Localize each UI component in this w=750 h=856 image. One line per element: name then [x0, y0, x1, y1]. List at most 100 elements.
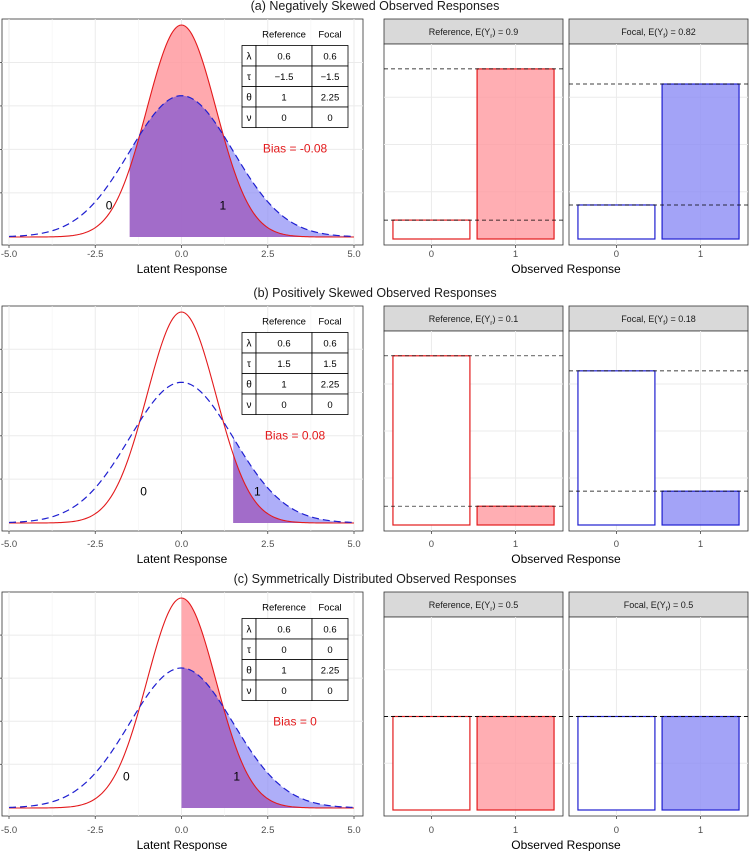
bar-x-tick-label: 1 [698, 249, 703, 260]
table-value-focal: 0 [327, 400, 332, 411]
bar-category-1 [476, 505, 555, 526]
bias-annotation: Bias = 0.08 [265, 429, 326, 443]
bar-x-tick-label: 1 [513, 249, 518, 260]
latent-category-label-0: 0 [123, 770, 130, 784]
chart-row-1: (b) Positively Skewed Observed Responses… [0, 286, 749, 566]
overlap-shaded-area [181, 668, 354, 808]
x-tick-label: 2.5 [261, 539, 274, 550]
table-param-symbol: θ [246, 665, 252, 676]
parameter-table: Reference Focal λ 0.6 0.6 τ 1.5 1.5 θ 1 2.25 ν 0 0 [241, 317, 349, 415]
bar-panel-reference: Reference, E(Yr) = 0.5 0 1 [383, 591, 564, 836]
table-header-reference: Reference [262, 30, 306, 41]
x-tick-label: -2.5 [87, 249, 103, 260]
panel-strip [383, 18, 564, 45]
table-param-symbol: λ [247, 338, 252, 349]
bar-x-tick-label: 1 [513, 825, 518, 836]
x-tick-label: 2.5 [261, 825, 274, 836]
panel-strip [383, 591, 564, 618]
table-value-reference: 1 [281, 92, 286, 103]
bar-category-1 [476, 715, 555, 811]
latent-category-label-1: 1 [233, 770, 240, 784]
bias-annotation: Bias = -0.08 [263, 142, 328, 156]
bar-category-0 [392, 355, 471, 526]
table-param-symbol: θ [246, 92, 252, 103]
chart-title: (a) Negatively Skewed Observed Responses [251, 0, 500, 13]
bar-panel-reference: Reference, E(Yr) = 0.1 0 1 [383, 305, 564, 550]
reference-density-curve [9, 597, 354, 809]
x-tick-label: 5.0 [347, 249, 360, 260]
chart-row-2: (c) Symmetrically Distributed Observed R… [0, 572, 749, 852]
reference-density-curve [9, 24, 354, 238]
x-axis-label-observed: Observed Response [511, 838, 621, 851]
table-value-reference: 0 [281, 400, 286, 411]
bar-category-0 [392, 219, 471, 240]
bar-category-0 [577, 715, 656, 811]
panel-strip-label: Focal, E(Yf) = 0.82 [621, 27, 696, 40]
table-value-reference: 0 [281, 113, 286, 124]
chart-row-0: (a) Negatively Skewed Observed Responses… [0, 0, 749, 276]
table-value-focal: 1.5 [323, 359, 336, 370]
table-value-focal: 0 [327, 645, 332, 656]
latent-category-label-0: 0 [140, 485, 147, 499]
chart-title: (b) Positively Skewed Observed Responses [253, 286, 496, 300]
bar-x-tick-label: 0 [429, 249, 434, 260]
latent-category-label-1: 1 [254, 485, 261, 499]
x-axis-label-latent: Latent Response [137, 262, 228, 276]
table-value-focal: 0.6 [323, 624, 336, 635]
table-header-focal: Focal [318, 603, 341, 614]
table-header-reference: Reference [262, 603, 306, 614]
latent-category-label-1: 1 [220, 198, 227, 212]
x-tick-label: 0.0 [175, 249, 188, 260]
bar-x-tick-label: 0 [429, 539, 434, 550]
x-axis-label-latent: Latent Response [137, 838, 228, 851]
table-value-focal: 0.6 [323, 338, 336, 349]
bar-x-tick-label: 0 [614, 825, 619, 836]
latent-category-label-0: 0 [106, 198, 113, 212]
overlap-shaded-area [233, 454, 354, 523]
table-header-reference: Reference [262, 317, 306, 328]
bar-category-1 [661, 715, 740, 811]
x-tick-label: 5.0 [347, 539, 360, 550]
bar-panel-focal: Focal, E(Yf) = 0.18 0 1 [568, 305, 749, 550]
panel-strip-label: Reference, E(Yr) = 0.5 [429, 600, 518, 613]
table-value-focal: 0 [327, 113, 332, 124]
x-tick-label: -5.0 [1, 249, 17, 260]
table-param-symbol: τ [247, 359, 251, 370]
table-param-symbol: ν [247, 113, 252, 124]
table-param-symbol: λ [247, 624, 252, 635]
table-param-symbol: λ [247, 51, 252, 62]
panel-strip [568, 591, 749, 618]
table-value-focal: 2.25 [321, 92, 340, 103]
table-value-reference: 1 [281, 379, 286, 390]
bar-x-tick-label: 0 [614, 539, 619, 550]
table-value-reference: 0 [281, 686, 286, 697]
parameter-table: Reference Focal λ 0.6 0.6 τ −1.5 −1.5 θ 1 2.25 ν 0 0 [241, 30, 349, 128]
x-axis-label-observed: Observed Response [511, 262, 621, 276]
x-tick-label: 0.0 [175, 539, 188, 550]
table-value-reference: −1.5 [275, 72, 294, 83]
bar-panel-focal: Focal, E(Yf) = 0.82 0 1 [568, 18, 749, 260]
bar-panel-reference: Reference, E(Yr) = 0.9 0 1 [383, 18, 564, 260]
table-value-reference: 0.6 [277, 338, 290, 349]
x-tick-label: 2.5 [261, 249, 274, 260]
table-header-focal: Focal [318, 317, 341, 328]
x-tick-label: -2.5 [87, 825, 103, 836]
panel-strip-label: Focal, E(Yf) = 0.5 [624, 600, 694, 613]
focal-density-curve [8, 667, 355, 809]
focal-density-curve [8, 381, 355, 524]
table-value-focal: 2.25 [321, 379, 340, 390]
table-cell [311, 393, 349, 415]
table-value-reference: 1 [281, 665, 286, 676]
chart-title: (c) Symmetrically Distributed Observed R… [234, 572, 517, 586]
panel-strip [383, 305, 564, 332]
x-tick-label: -5.0 [1, 825, 17, 836]
table-value-reference: 0.6 [277, 624, 290, 635]
bar-category-1 [661, 490, 740, 526]
table-value-focal: 0 [327, 686, 332, 697]
x-axis-label-latent: Latent Response [137, 552, 228, 566]
table-param-symbol: τ [247, 645, 251, 656]
bar-category-0 [577, 370, 656, 526]
table-value-focal: −1.5 [321, 72, 340, 83]
